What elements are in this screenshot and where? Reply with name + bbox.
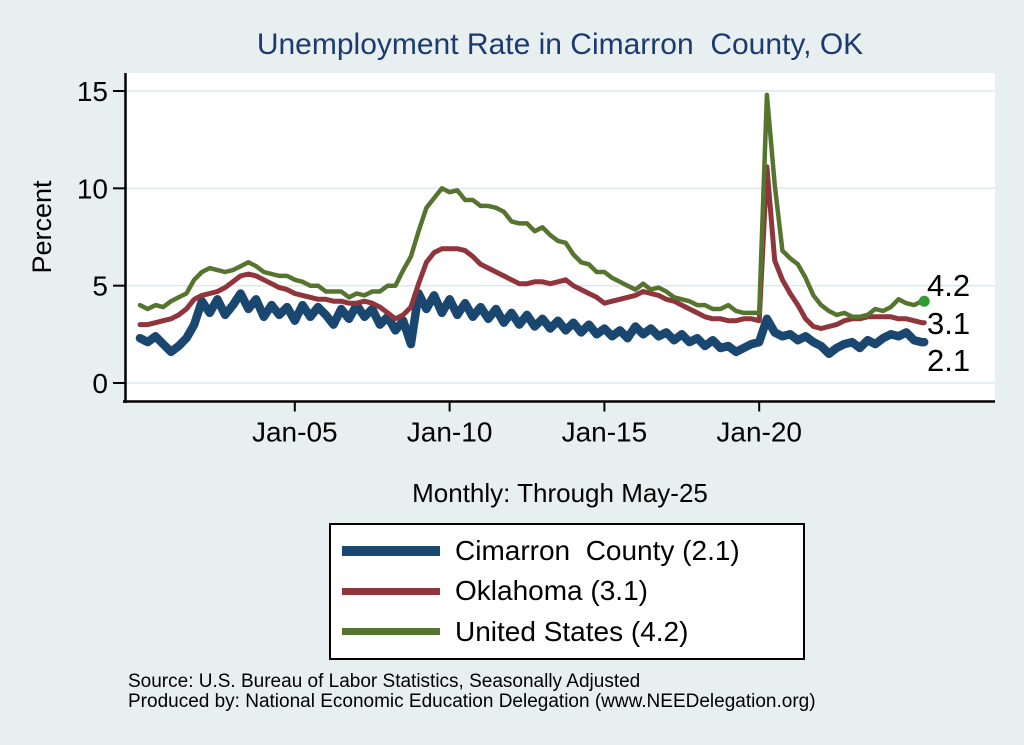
- united-states-line-swatch: [342, 628, 440, 636]
- svg-text:Jan-10: Jan-10: [407, 417, 493, 448]
- svg-text:2.1: 2.1: [927, 343, 970, 378]
- line-chart-plot-area: 0 5 10 15 Jan-05 Jan-10 Jan-15 Jan-20 2.13.14.2: [77, 73, 995, 448]
- legend-row-cimarron-county: Cimarron County (2.1): [331, 535, 803, 567]
- chart-legend: Cimarron County (2.1) Oklahoma (3.1) Uni…: [329, 523, 805, 660]
- oklahoma-line-swatch: [342, 587, 440, 595]
- legend-label-oklahoma: Oklahoma (3.1): [455, 575, 648, 607]
- svg-text:0: 0: [92, 368, 108, 399]
- svg-text:3.1: 3.1: [927, 306, 970, 341]
- svg-text:4.2: 4.2: [927, 268, 970, 303]
- cimarron-county-line-swatch: [342, 546, 440, 557]
- legend-row-oklahoma: Oklahoma (3.1): [331, 575, 803, 607]
- svg-text:15: 15: [77, 76, 108, 107]
- source-line: Source: U.S. Bureau of Labor Statistics,…: [128, 671, 641, 692]
- legend-row-united-states: United States (4.2): [331, 616, 803, 648]
- legend-label-cimarron-county: Cimarron County (2.1): [455, 535, 740, 567]
- svg-text:Jan-20: Jan-20: [716, 417, 802, 448]
- svg-text:10: 10: [77, 173, 108, 204]
- svg-text:5: 5: [92, 271, 108, 302]
- produced-by-line: Produced by: National Economic Education…: [128, 691, 816, 712]
- svg-text:Jan-15: Jan-15: [562, 417, 648, 448]
- svg-text:Jan-05: Jan-05: [252, 417, 338, 448]
- chart-title: Unemployment Rate in Cimarron County, OK: [256, 28, 864, 61]
- source-notes: Source: U.S. Bureau of Labor Statistics,…: [128, 672, 816, 712]
- legend-label-united-states: United States (4.2): [455, 615, 689, 647]
- chart-subtitle: Monthly: Through May-25: [412, 478, 708, 508]
